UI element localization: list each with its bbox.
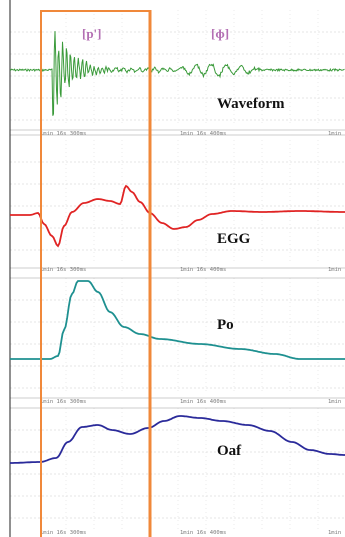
egg-trace	[10, 184, 345, 248]
time-label-start: 1min 16s 300ms	[40, 530, 86, 536]
marker-label-phi: [ɸ]	[211, 26, 229, 41]
oaf-label: Oaf	[217, 443, 242, 459]
time-label-start: 1min 16s 300ms	[40, 131, 86, 137]
time-label-mid: 1min 16s 400ms	[180, 131, 226, 137]
time-axis-2: 1min 16s 300ms 1min 16s 400ms 1min	[40, 267, 341, 273]
time-label-start: 1min 16s 300ms	[40, 399, 86, 405]
waveform-trace	[9, 31, 345, 116]
egg-label: EGG	[217, 231, 251, 247]
time-label-end: 1min	[328, 530, 341, 536]
time-label-end: 1min	[328, 267, 341, 273]
time-label-end: 1min	[328, 131, 341, 137]
time-label-end: 1min	[328, 399, 341, 405]
time-axis-3: 1min 16s 300ms 1min 16s 400ms 1min	[40, 399, 341, 405]
time-label-start: 1min 16s 300ms	[40, 267, 86, 273]
oaf-trace	[10, 415, 345, 464]
waveform-label: Waveform	[217, 96, 285, 112]
time-label-mid: 1min 16s 400ms	[180, 267, 226, 273]
time-axis-1: 1min 16s 300ms 1min 16s 400ms 1min	[40, 131, 341, 137]
time-label-mid: 1min 16s 400ms	[180, 530, 226, 536]
marker-label-p: [p']	[82, 26, 102, 41]
panel-borders	[9, 0, 345, 537]
time-axis-4: 1min 16s 300ms 1min 16s 400ms 1min	[40, 530, 341, 536]
time-label-mid: 1min 16s 400ms	[180, 399, 226, 405]
po-label: Po	[217, 317, 234, 333]
po-trace	[10, 280, 345, 360]
